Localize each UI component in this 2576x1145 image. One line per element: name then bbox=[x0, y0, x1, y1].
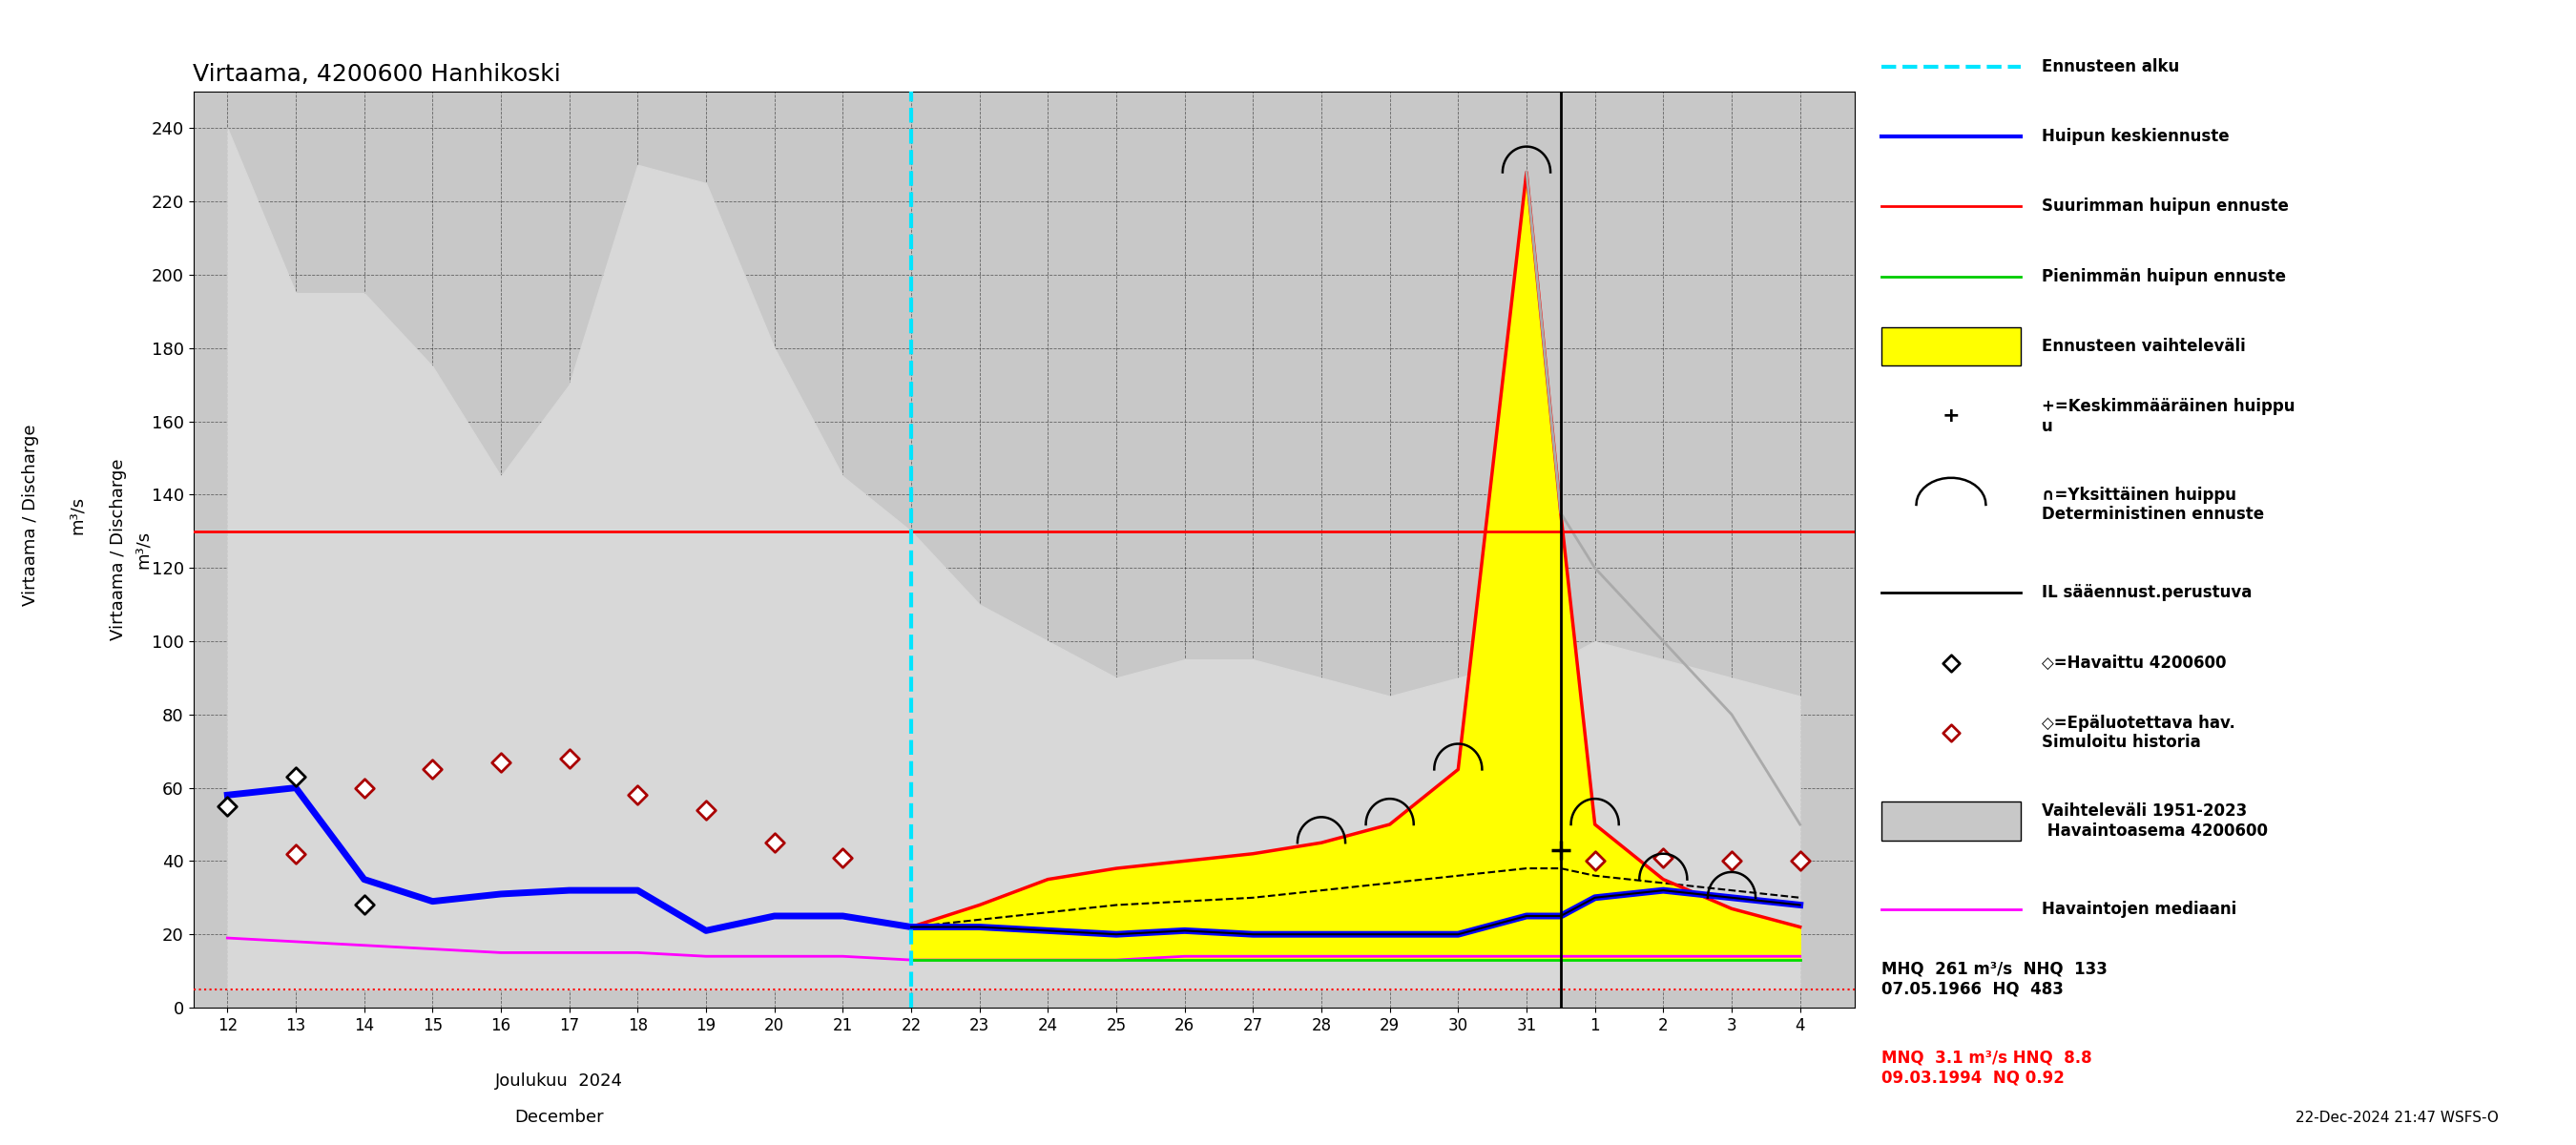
Point bbox=[276, 845, 317, 863]
Text: Vaihteleväli 1951-2023
 Havaintoasema 4200600: Vaihteleväli 1951-2023 Havaintoasema 420… bbox=[2040, 803, 2267, 839]
Text: Ennusteen alku: Ennusteen alku bbox=[2040, 58, 2179, 76]
Point bbox=[618, 785, 659, 804]
Point bbox=[1929, 654, 1971, 672]
Point bbox=[479, 753, 520, 772]
Text: Virtaama / Discharge: Virtaama / Discharge bbox=[111, 459, 126, 640]
Text: 22-Dec-2024 21:47 WSFS-O: 22-Dec-2024 21:47 WSFS-O bbox=[2295, 1111, 2499, 1124]
Text: Havaintojen mediaani: Havaintojen mediaani bbox=[2040, 901, 2236, 918]
Point bbox=[822, 848, 863, 867]
Text: Virtaama / Discharge: Virtaama / Discharge bbox=[23, 425, 39, 606]
Point bbox=[343, 779, 384, 797]
Point bbox=[1643, 848, 1685, 867]
Text: ∩=Yksittäinen huippu
Deterministinen ennuste: ∩=Yksittäinen huippu Deterministinen enn… bbox=[2040, 487, 2264, 523]
Text: IL sääennust.perustuva: IL sääennust.perustuva bbox=[2040, 584, 2251, 601]
Text: Ennusteen vaihteleväli: Ennusteen vaihteleväli bbox=[2040, 338, 2246, 355]
Text: ◇=Epäluotettava hav.
Simuloitu historia: ◇=Epäluotettava hav. Simuloitu historia bbox=[2040, 714, 2236, 751]
Point bbox=[755, 834, 796, 852]
Text: m³/s: m³/s bbox=[134, 530, 152, 569]
Point bbox=[276, 767, 317, 785]
Point bbox=[206, 797, 247, 815]
Bar bbox=[1880, 802, 2020, 840]
Text: Suurimman huipun ennuste: Suurimman huipun ennuste bbox=[2040, 198, 2287, 215]
Text: Huipun keskiennuste: Huipun keskiennuste bbox=[2040, 128, 2228, 145]
Text: Virtaama, 4200600 Hanhikoski: Virtaama, 4200600 Hanhikoski bbox=[193, 63, 562, 86]
Text: Joulukuu  2024: Joulukuu 2024 bbox=[495, 1072, 623, 1089]
Text: MHQ  261 m³/s  NHQ  133
07.05.1966  HQ  483: MHQ 261 m³/s NHQ 133 07.05.1966 HQ 483 bbox=[1880, 961, 2107, 997]
Point bbox=[549, 749, 590, 767]
Text: m³/s: m³/s bbox=[70, 496, 85, 535]
Point bbox=[343, 895, 384, 914]
Text: MNQ  3.1 m³/s HNQ  8.8
09.03.1994  NQ 0.92: MNQ 3.1 m³/s HNQ 8.8 09.03.1994 NQ 0.92 bbox=[1880, 1049, 2092, 1087]
Text: +=Keskimmääräinen huippu
u: +=Keskimmääräinen huippu u bbox=[2040, 398, 2295, 435]
Point bbox=[1710, 852, 1752, 870]
Text: ◇=Havaittu 4200600: ◇=Havaittu 4200600 bbox=[2040, 654, 2226, 671]
Point bbox=[685, 800, 726, 819]
Text: +: + bbox=[1942, 406, 1960, 426]
Point bbox=[412, 760, 453, 779]
Text: December: December bbox=[515, 1108, 603, 1126]
Point bbox=[1574, 852, 1615, 870]
Point bbox=[1929, 724, 1971, 742]
Text: Pienimmän huipun ennuste: Pienimmän huipun ennuste bbox=[2040, 268, 2285, 285]
Point bbox=[1780, 852, 1821, 870]
Bar bbox=[1880, 327, 2020, 366]
